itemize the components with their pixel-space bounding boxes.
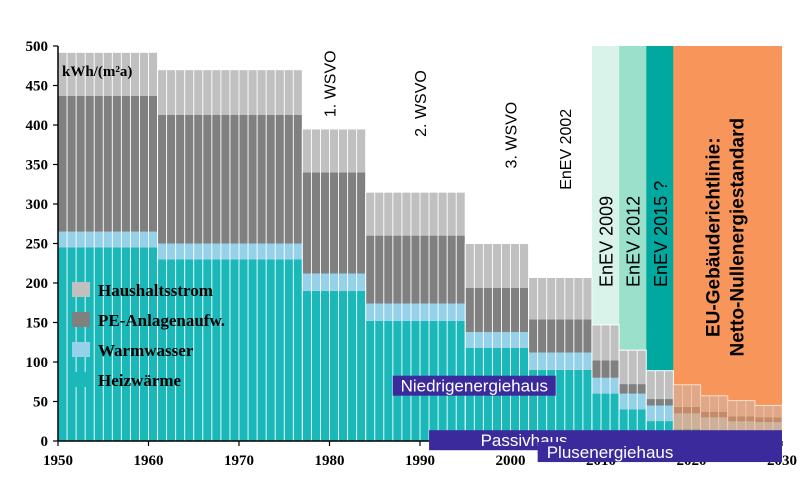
legend-label-hs: Haushaltsstrom <box>98 281 213 300</box>
bar-pe-8 <box>646 399 674 406</box>
bar-ww-7 <box>619 393 647 410</box>
bar-hs-5 <box>528 277 592 320</box>
x-tick-label: 1980 <box>315 453 345 469</box>
y-tick-label: 100 <box>26 355 49 371</box>
bar-pe-4 <box>465 287 529 332</box>
x-tick-label: 1990 <box>405 453 435 469</box>
y-tick-label: 150 <box>26 316 49 332</box>
bar-ww-5 <box>528 352 592 370</box>
bar-pe-0 <box>58 95 158 232</box>
legend-swatch-heiz <box>72 372 90 387</box>
y-tick-label: 350 <box>26 158 49 174</box>
legend-swatch-ww <box>72 342 90 357</box>
badge-label-2: Plusenergiehaus <box>547 443 674 462</box>
y-tick-label: 50 <box>33 395 48 411</box>
y-tick-label: 450 <box>26 79 49 95</box>
bar-ww-0 <box>58 231 158 248</box>
y-tick-label: 500 <box>26 39 49 55</box>
x-tick-label: 1950 <box>43 453 73 469</box>
annotation-2: 3. WSVO <box>504 102 521 169</box>
bar-pe-5 <box>528 319 592 353</box>
legend-swatch-hs <box>72 282 90 297</box>
y-tick-label: 250 <box>26 237 49 253</box>
y-tick-label: 0 <box>41 434 49 450</box>
badge-bg-0 <box>392 375 556 396</box>
axes: 0 50 100 150 200 250 300 350 400 450 500 1950 1960 19… <box>26 39 798 469</box>
y-tick-label: 400 <box>26 118 49 134</box>
legend-label-ww: Warmwasser <box>98 341 194 360</box>
unit-label: kWh/(m²a) <box>62 64 132 80</box>
bar-pe-3 <box>365 235 466 304</box>
bar-hs-0 <box>58 52 158 96</box>
zone-label-2: EnEV 2015 ? <box>651 181 671 287</box>
legend-label-heiz: Heizwärme <box>98 371 182 390</box>
zone-label-eu-1: EU-Gebäuderichtlinie: <box>704 137 725 337</box>
bar-heiz-2 <box>302 290 366 441</box>
x-tick-label: 1970 <box>224 453 254 469</box>
bar-pe-2 <box>302 172 366 274</box>
y-tick-label: 200 <box>26 276 49 292</box>
bar-hs-8 <box>646 370 674 400</box>
bar-pe-7 <box>619 384 647 394</box>
bar-pe-6 <box>591 360 620 378</box>
annotation-1: 2. WSVO <box>413 70 430 137</box>
zone-label-0: EnEV 2009 <box>597 196 617 287</box>
bar-hs-7 <box>619 350 647 385</box>
bar-ww-6 <box>591 377 620 394</box>
bar-ww-3 <box>365 303 466 321</box>
annotation-3: EnEV 2002 <box>558 109 575 190</box>
legend-swatch-pe <box>72 312 90 327</box>
bar-ww-8 <box>646 405 674 422</box>
legend: Haushaltsstrom PE-Anlagenaufw. Warmwasser H… <box>72 281 225 390</box>
badge-bg-2 <box>537 442 782 463</box>
bar-hs-2 <box>302 128 366 173</box>
legend-label-pe: PE-Anlagenaufw. <box>98 311 225 330</box>
bar-ww-4 <box>465 331 529 348</box>
regulation-zones <box>591 46 782 441</box>
annotation-0: 1. WSVO <box>323 50 340 117</box>
x-tick-label: 2000 <box>496 453 526 469</box>
zone-3 <box>673 46 782 441</box>
bar-hs-4 <box>465 243 529 288</box>
bar-hs-6 <box>591 324 620 361</box>
bar-hs-3 <box>365 192 466 236</box>
x-tick-label: 1960 <box>134 453 164 469</box>
annotations: 1. WSVO 2. WSVO 3. WSVO EnEV 2002 EnEV 2009 E… <box>323 50 749 356</box>
y-tick-label: 300 <box>26 197 49 213</box>
zone-label-1: EnEV 2012 <box>624 196 644 287</box>
bar-ww-2 <box>302 273 366 291</box>
badge-label-0: Niedrigenergiehaus <box>401 377 548 396</box>
zone-label-eu-2: Netto-Nullenergiestandard <box>728 118 749 357</box>
standard-badges: NiedrigenergiehausPassivhausPlusenergieh… <box>392 375 782 463</box>
